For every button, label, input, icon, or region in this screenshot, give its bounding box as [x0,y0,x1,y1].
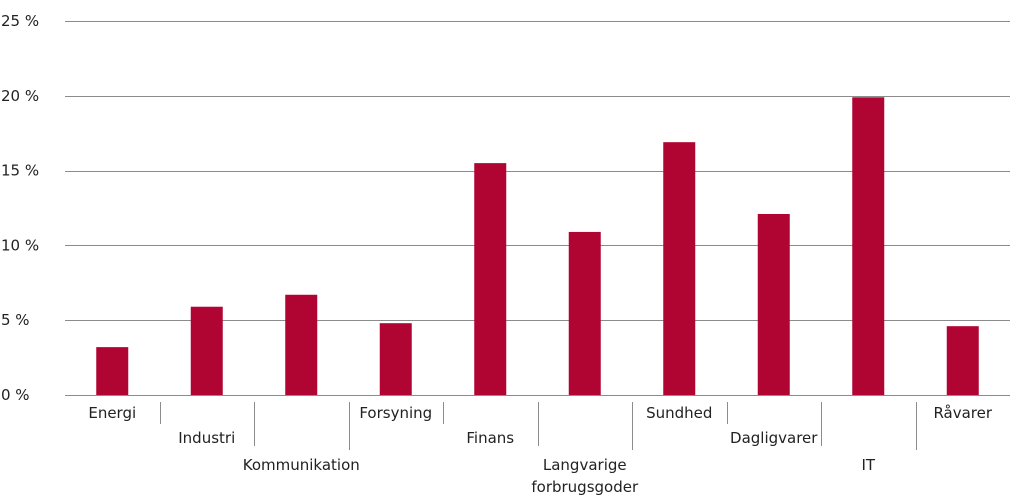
x-category-label: Industri [178,429,235,447]
bar-langvarige-forbrugsgoder [568,231,601,395]
bar-energi [96,347,129,395]
y-tick-label: 20 % [1,87,39,105]
x-category-label: Energi [88,404,136,422]
x-category-label: Dagligvarer [730,429,818,447]
bar-finans [474,163,507,395]
bar-dagligvarer [757,213,790,395]
y-tick-label: 25 % [1,12,39,30]
bar-sundhed [663,142,696,395]
x-category-label: Langvarige [543,456,627,474]
bars [96,97,979,396]
x-category-label: Forsyning [359,404,432,422]
bar-kommunikation [285,294,318,395]
x-category-label: Finans [466,429,514,447]
y-tick-label: 5 % [1,311,30,329]
x-axis-category-labels: Energi Industri Kommunikation Forsyning Fina… [88,402,993,496]
x-category-label: Sundhed [646,404,712,422]
bar-industri [190,306,223,395]
y-tick-label: 15 % [1,162,39,180]
bar-forsyning [379,323,412,395]
x-category-label: Råvarer [933,404,992,422]
y-tick-label: 10 % [1,236,39,254]
y-axis-tick-labels: 0 % 5 % 10 % 15 % 20 % 25 % [1,12,39,404]
y-tick-label: 0 % [1,386,30,404]
bar-it [852,97,885,396]
x-category-label: Kommunikation [243,456,360,474]
x-category-label: forbrugsgoder [531,478,639,496]
x-category-label: IT [861,456,875,474]
bar-raavarer [946,326,979,395]
